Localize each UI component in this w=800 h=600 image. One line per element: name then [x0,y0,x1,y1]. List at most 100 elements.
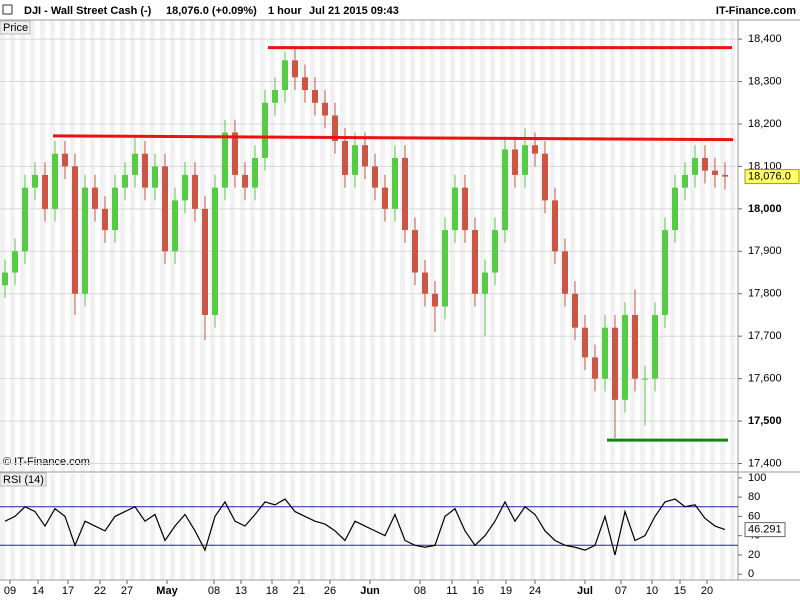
y-tick-label: 17,800 [748,288,782,300]
y-tick-label: 100 [748,472,766,484]
x-tick-label: 24 [529,585,541,597]
candle-body [272,90,278,103]
y-tick-label: 17,600 [748,373,782,385]
y-tick-label: 17,900 [748,245,782,257]
candle-body [342,140,348,175]
y-tick-label: 17,500 [748,415,782,427]
candle-body [422,272,428,294]
candle-body [712,170,718,175]
rsi-line [4,498,726,556]
level-line [52,134,734,142]
x-tick-label: 20 [701,585,713,597]
candle-body [602,327,608,379]
x-tick-label: 16 [472,585,484,597]
candle-body [702,157,708,171]
candle-body [262,102,268,158]
candle-body [42,174,48,209]
candle-body [542,153,548,201]
candle-body [372,166,378,188]
candle-body [592,357,598,379]
candle-body [32,174,38,188]
candle-body [402,157,408,231]
candle-body [292,60,298,78]
last-price-label: 18,076.0 [748,171,791,183]
candle-body [462,187,468,231]
rsi-panel [0,474,738,580]
candle-body [192,174,198,209]
x-tick-label: May [156,585,178,597]
candle-body [532,145,538,154]
candle-body [112,187,118,231]
x-tick-label: 19 [500,585,512,597]
last-price-box [744,169,800,185]
y-tick-label: 80 [748,491,760,503]
brand: IT-Finance.com [716,5,796,17]
candle-body [692,157,698,175]
candle-body [432,293,438,307]
x-tick-label: 08 [414,585,426,597]
candle-body [312,90,318,103]
candle-body [622,314,628,400]
candle-body [102,208,108,231]
y-tick-label: 18,300 [748,75,782,87]
x-tick-label: 22 [94,585,106,597]
candle-body [62,153,68,167]
candle-body [122,174,128,188]
candle-body [472,230,478,294]
rsi-value-label: 46.291 [748,524,782,536]
y-tick-label: 18,000 [748,203,782,215]
candle-body [612,327,618,400]
candle-body [232,132,238,175]
candle-body [382,187,388,209]
x-tick-label: 14 [32,585,44,597]
x-tick-label: 11 [446,585,457,597]
candle-body [302,77,308,91]
candle-body [82,187,88,294]
candle-body [332,115,338,141]
candle-body [212,187,218,315]
rsi-tag [0,472,47,487]
rsi-value-box [744,522,786,538]
candle-body [632,314,638,379]
symbol: DJI - Wall Street Cash (-) [24,5,152,17]
candle-body [132,153,138,175]
y-tick-label: 0 [748,568,754,580]
candle-body [662,230,668,315]
candle-body [652,314,658,379]
x-tick-label: 18 [266,585,278,597]
candle-body [92,187,98,209]
candle-body [452,187,458,231]
candle-body [142,153,148,188]
candle-body [442,230,448,307]
candle-body [22,187,28,252]
candle-body [352,145,358,175]
candle-body [182,174,188,201]
candle-body [322,102,328,116]
datetime: Jul 21 2015 09:43 [309,5,399,17]
candle-body [572,293,578,328]
y-tick-label: 20 [748,549,760,561]
menu-icon[interactable] [2,4,13,15]
candle-body [162,166,168,252]
y-tick-label: 18,200 [748,118,782,130]
candle-body [52,153,58,209]
candle-body [552,200,558,252]
candle-body [722,174,728,177]
candle-body [72,166,78,294]
candle-body [502,149,508,231]
x-tick-label: 09 [4,585,16,597]
price-label: Price [3,22,28,34]
x-tick-label: 26 [324,585,336,597]
candle-body [2,272,8,286]
rsi-title: RSI (14) [3,474,44,486]
candle-body [522,145,528,175]
candle-body [202,208,208,315]
candle-body [562,251,568,294]
x-tick-label: 08 [208,585,220,597]
candle-body [682,174,688,188]
candle-body [392,157,398,209]
x-tick-label: 17 [62,585,74,597]
x-tick-label: Jul [577,585,593,597]
